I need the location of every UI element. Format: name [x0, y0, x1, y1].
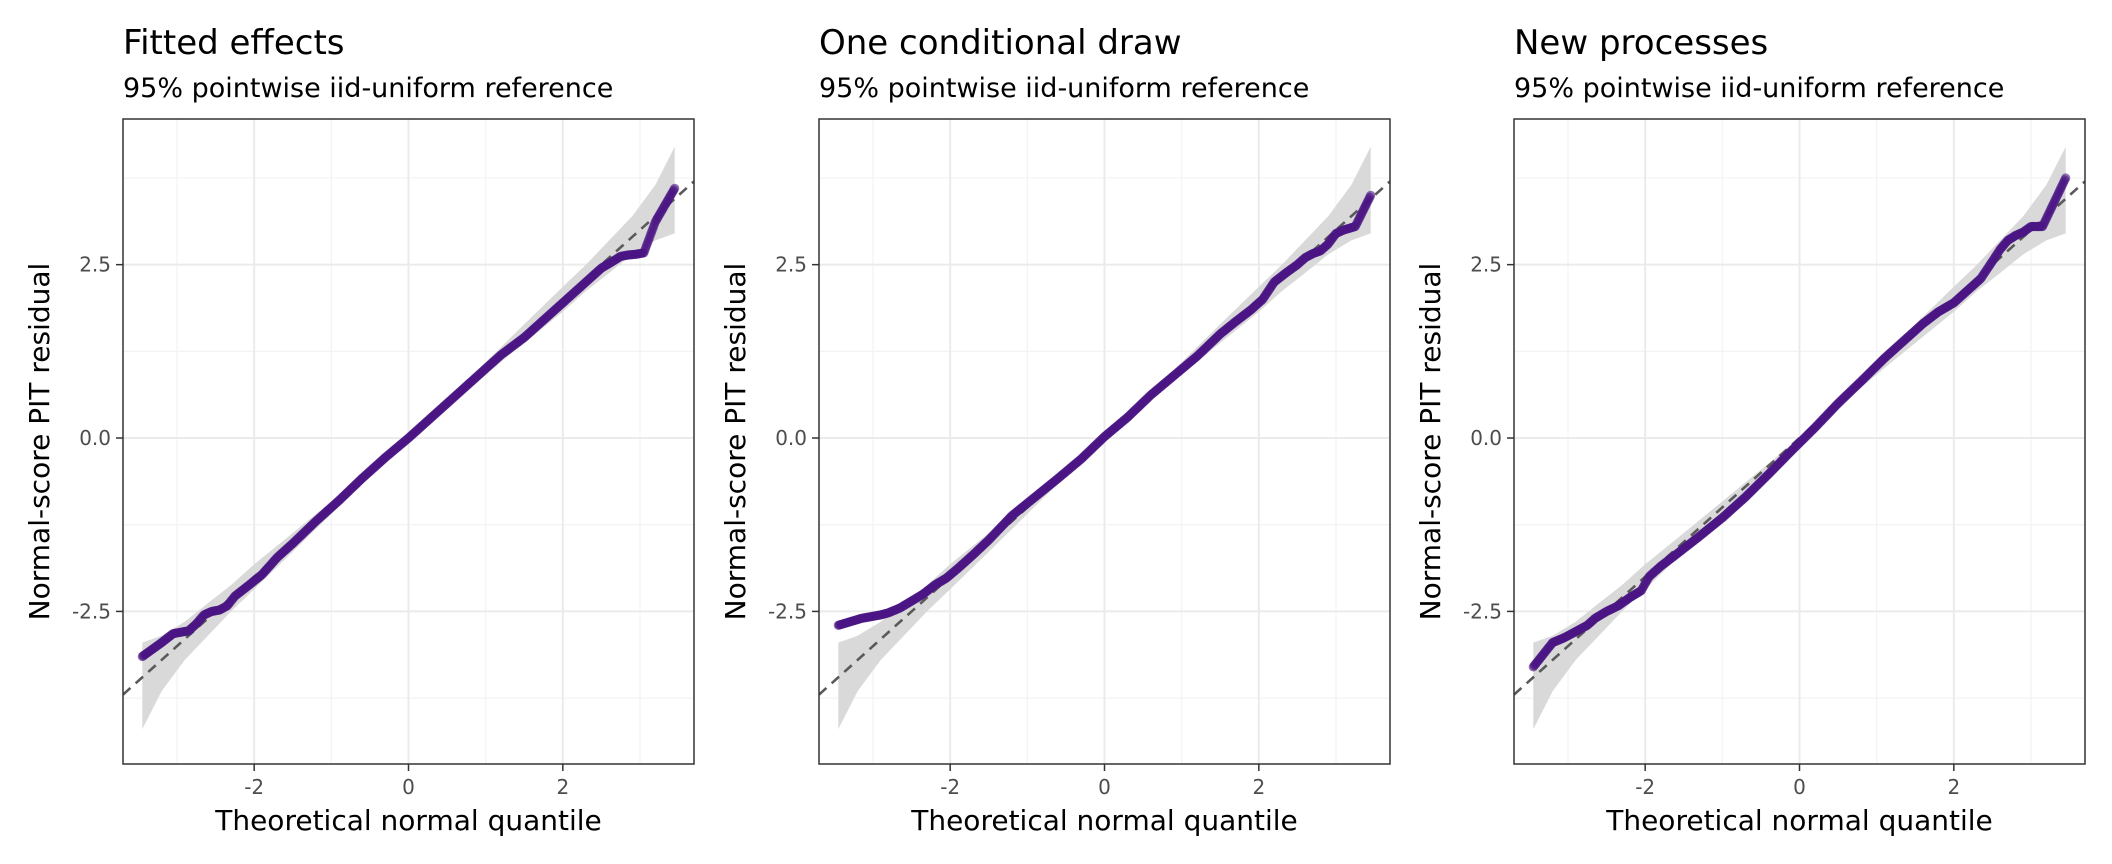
y-axis-title: Normal-score PIT residual	[719, 263, 752, 621]
panel-1: Fitted effects 95% pointwise iid-uniform …	[23, 23, 695, 837]
x-tick-label: 2	[1252, 775, 1265, 799]
y-axis-title: Normal-score PIT residual	[23, 263, 56, 621]
panel-2: One conditional draw 95% pointwise iid-un…	[719, 23, 1391, 837]
panel-3: New processes 95% pointwise iid-uniform r…	[1414, 23, 2086, 837]
qq-points	[833, 190, 1376, 630]
panel-title: New processes	[1514, 23, 1768, 63]
panel-subtitle: 95% pointwise iid-uniform reference	[819, 73, 1309, 104]
panel-subtitle: 95% pointwise iid-uniform reference	[123, 73, 613, 104]
x-tick-label: -2	[940, 775, 960, 799]
x-tick-label: 2	[1947, 775, 1960, 799]
x-axis-title: Theoretical normal quantile	[214, 804, 602, 837]
x-tick-label: -2	[244, 775, 264, 799]
y-tick-label: -2.5	[768, 599, 807, 623]
y-tick-label: -2.5	[1463, 599, 1502, 623]
x-tick-label: -2	[1635, 775, 1655, 799]
y-tick-label: 2.5	[1470, 253, 1502, 277]
panel-subtitle: 95% pointwise iid-uniform reference	[1514, 73, 2004, 104]
qq-point	[670, 183, 680, 193]
panel-title: One conditional draw	[819, 23, 1182, 63]
y-tick-label: 0.0	[79, 426, 111, 450]
y-tick-label: 2.5	[79, 253, 111, 277]
x-tick-label: 0	[1793, 775, 1806, 799]
panel-title: Fitted effects	[123, 23, 345, 63]
x-axis-title: Theoretical normal quantile	[1605, 804, 1993, 837]
qq-points	[137, 183, 680, 662]
x-axis-title: Theoretical normal quantile	[910, 804, 1298, 837]
y-axis-title: Normal-score PIT residual	[1414, 263, 1447, 621]
qq-points	[1528, 173, 2071, 672]
y-tick-label: 2.5	[775, 253, 807, 277]
y-tick-label: 0.0	[775, 426, 807, 450]
y-tick-label: -2.5	[72, 599, 111, 623]
x-tick-label: 2	[556, 775, 569, 799]
y-tick-label: 0.0	[1470, 426, 1502, 450]
x-tick-label: 0	[1098, 775, 1111, 799]
qq-point	[1366, 190, 1376, 200]
x-tick-label: 0	[402, 775, 415, 799]
qq-point	[2061, 173, 2071, 183]
